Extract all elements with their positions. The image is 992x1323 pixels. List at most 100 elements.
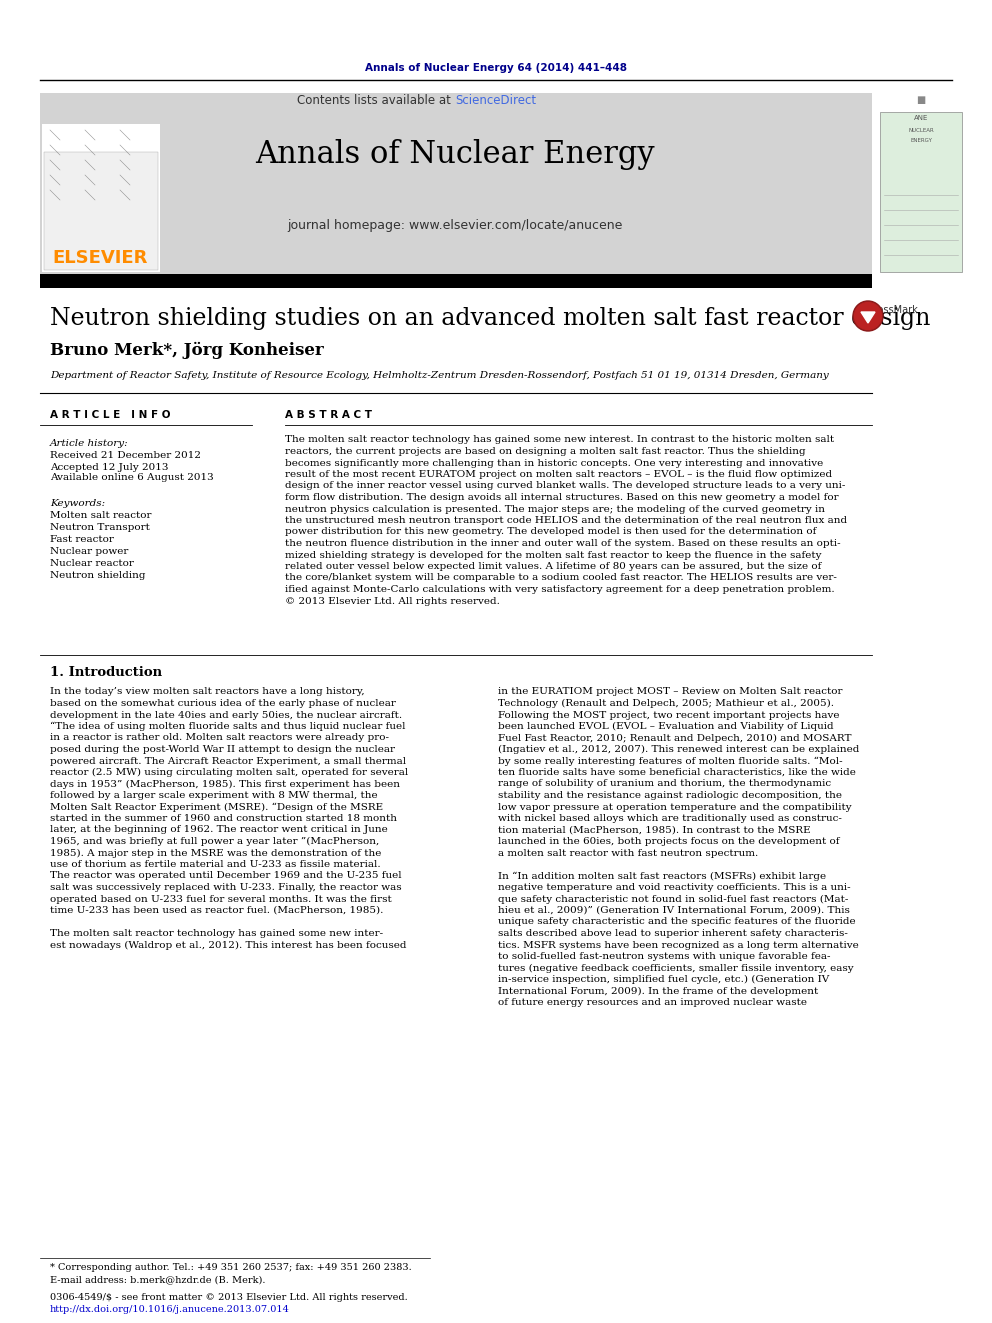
Text: Molten Salt Reactor Experiment (MSRE). “Design of the MSRE: Molten Salt Reactor Experiment (MSRE). “… [50, 802, 383, 812]
Text: Annals of Nuclear Energy 64 (2014) 441–448: Annals of Nuclear Energy 64 (2014) 441–4… [365, 64, 627, 73]
Text: based on the somewhat curious idea of the early phase of nuclear: based on the somewhat curious idea of th… [50, 699, 396, 708]
Polygon shape [861, 312, 875, 323]
Text: The molten salt reactor technology has gained some new inter-: The molten salt reactor technology has g… [50, 929, 383, 938]
Text: Fuel Fast Reactor, 2010; Renault and Delpech, 2010) and MOSART: Fuel Fast Reactor, 2010; Renault and Del… [498, 733, 851, 742]
Text: result of the most recent EURATOM project on molten salt reactors – EVOL – is th: result of the most recent EURATOM projec… [285, 470, 832, 479]
Text: ScienceDirect: ScienceDirect [455, 94, 536, 106]
Text: 0306-4549/$ - see front matter © 2013 Elsevier Ltd. All rights reserved.: 0306-4549/$ - see front matter © 2013 El… [50, 1294, 408, 1303]
Text: started in the summer of 1960 and construction started 18 month: started in the summer of 1960 and constr… [50, 814, 397, 823]
Text: Nuclear reactor: Nuclear reactor [50, 558, 134, 568]
Text: journal homepage: www.elsevier.com/locate/anucene: journal homepage: www.elsevier.com/locat… [288, 218, 623, 232]
Text: by some really interesting features of molten fluoride salts. “Mol-: by some really interesting features of m… [498, 757, 842, 766]
Circle shape [854, 303, 882, 329]
Text: ten fluoride salts have some beneficial characteristics, like the wide: ten fluoride salts have some beneficial … [498, 767, 856, 777]
Text: development in the late 40ies and early 50ies, the nuclear aircraft.: development in the late 40ies and early … [50, 710, 402, 720]
Text: unique safety characteristic and the specific features of the fluoride: unique safety characteristic and the spe… [498, 917, 856, 926]
Text: Nuclear power: Nuclear power [50, 546, 128, 556]
Text: ified against Monte-Carlo calculations with very satisfactory agreement for a de: ified against Monte-Carlo calculations w… [285, 585, 834, 594]
Text: Received 21 December 2012: Received 21 December 2012 [50, 451, 201, 460]
Text: Following the MOST project, two recent important projects have: Following the MOST project, two recent i… [498, 710, 839, 720]
Text: the neutron fluence distribution in the inner and outer wall of the system. Base: the neutron fluence distribution in the … [285, 538, 840, 548]
Text: Available online 6 August 2013: Available online 6 August 2013 [50, 474, 213, 483]
Text: A R T I C L E   I N F O: A R T I C L E I N F O [50, 410, 171, 419]
Text: negative temperature and void reactivity coefficients. This is a uni-: negative temperature and void reactivity… [498, 882, 850, 892]
Text: salts described above lead to superior inherent safety characteris-: salts described above lead to superior i… [498, 929, 848, 938]
Text: 1. Introduction: 1. Introduction [50, 667, 162, 680]
Text: http://dx.doi.org/10.1016/j.anucene.2013.07.014: http://dx.doi.org/10.1016/j.anucene.2013… [50, 1306, 290, 1315]
Text: tics. MSFR systems have been recognized as a long term alternative: tics. MSFR systems have been recognized … [498, 941, 859, 950]
Text: The molten salt reactor technology has gained some new interest. In contrast to : The molten salt reactor technology has g… [285, 435, 834, 445]
Text: ANE: ANE [914, 115, 929, 120]
Text: que safety characteristic not found in solid-fuel fast reactors (Mat-: que safety characteristic not found in s… [498, 894, 848, 904]
Text: posed during the post-World War II attempt to design the nuclear: posed during the post-World War II attem… [50, 745, 395, 754]
Text: Article history:: Article history: [50, 438, 129, 447]
Text: been launched EVOL (EVOL – Evaluation and Viability of Liquid: been launched EVOL (EVOL – Evaluation an… [498, 722, 833, 732]
Text: The reactor was operated until December 1969 and the U-235 fuel: The reactor was operated until December … [50, 872, 402, 881]
Text: © 2013 Elsevier Ltd. All rights reserved.: © 2013 Elsevier Ltd. All rights reserved… [285, 597, 500, 606]
Text: to solid-fuelled fast-neutron systems with unique favorable fea-: to solid-fuelled fast-neutron systems wi… [498, 953, 830, 960]
Text: reactor (2.5 MW) using circulating molten salt, operated for several: reactor (2.5 MW) using circulating molte… [50, 767, 409, 777]
Text: in the EURATIOM project MOST – Review on Molten Salt reactor: in the EURATIOM project MOST – Review on… [498, 688, 842, 696]
Text: “The idea of using molten fluoride salts and thus liquid nuclear fuel: “The idea of using molten fluoride salts… [50, 722, 406, 732]
Text: Department of Reactor Safety, Institute of Resource Ecology, Helmholtz-Zentrum D: Department of Reactor Safety, Institute … [50, 370, 828, 380]
Text: operated based on U-233 fuel for several months. It was the first: operated based on U-233 fuel for several… [50, 894, 392, 904]
Text: days in 1953” (MacPherson, 1985). This first experiment has been: days in 1953” (MacPherson, 1985). This f… [50, 779, 400, 789]
Text: time U-233 has been used as reactor fuel. (MacPherson, 1985).: time U-233 has been used as reactor fuel… [50, 906, 383, 916]
Text: ■: ■ [917, 95, 926, 105]
Text: mized shielding strategy is developed for the molten salt fast reactor to keep t: mized shielding strategy is developed fo… [285, 550, 821, 560]
Text: in a reactor is rather old. Molten salt reactors were already pro-: in a reactor is rather old. Molten salt … [50, 733, 389, 742]
Text: later, at the beginning of 1962. The reactor went critical in June: later, at the beginning of 1962. The rea… [50, 826, 388, 835]
Text: low vapor pressure at operation temperature and the compatibility: low vapor pressure at operation temperat… [498, 803, 851, 811]
Text: NUCLEAR: NUCLEAR [908, 127, 933, 132]
Bar [44, 152, 158, 270]
Text: (Ingatiev et al., 2012, 2007). This renewed interest can be explained: (Ingatiev et al., 2012, 2007). This rene… [498, 745, 859, 754]
Text: range of solubility of uranium and thorium, the thermodynamic: range of solubility of uranium and thori… [498, 779, 831, 789]
Text: reactors, the current projects are based on designing a molten salt fast reactor: reactors, the current projects are based… [285, 447, 806, 456]
Text: Neutron Transport: Neutron Transport [50, 523, 150, 532]
Text: 1965, and was briefly at full power a year later ”(MacPherson,: 1965, and was briefly at full power a ye… [50, 837, 379, 847]
Text: ELSEVIER: ELSEVIER [53, 249, 148, 267]
Text: with nickel based alloys which are traditionally used as construc-: with nickel based alloys which are tradi… [498, 814, 842, 823]
Text: becomes significantly more challenging than in historic concepts. One very inter: becomes significantly more challenging t… [285, 459, 823, 467]
Text: launched in the 60ies, both projects focus on the development of: launched in the 60ies, both projects foc… [498, 837, 839, 845]
Text: the unstructured mesh neutron transport code HELIOS and the determination of the: the unstructured mesh neutron transport … [285, 516, 847, 525]
Text: Molten salt reactor: Molten salt reactor [50, 511, 152, 520]
Text: salt was successively replaced with U-233. Finally, the reactor was: salt was successively replaced with U-23… [50, 882, 402, 892]
Circle shape [853, 302, 883, 331]
Text: neutron physics calculation is presented. The major steps are; the modeling of t: neutron physics calculation is presented… [285, 504, 825, 513]
Text: form flow distribution. The design avoids all internal structures. Based on this: form flow distribution. The design avoid… [285, 493, 838, 501]
Text: E-mail address: b.merk@hzdr.de (B. Merk).: E-mail address: b.merk@hzdr.de (B. Merk)… [50, 1275, 266, 1285]
Bar [42, 124, 160, 273]
Text: use of thorium as fertile material and U-233 as fissile material.: use of thorium as fertile material and U… [50, 860, 381, 869]
Text: powered aircraft. The Aircraft Reactor Experiment, a small thermal: powered aircraft. The Aircraft Reactor E… [50, 757, 406, 766]
Text: Neutron shielding: Neutron shielding [50, 570, 146, 579]
Text: In “In addition molten salt fast reactors (MSFRs) exhibit large: In “In addition molten salt fast reactor… [498, 872, 826, 881]
Text: est nowadays (Waldrop et al., 2012). This interest has been focused: est nowadays (Waldrop et al., 2012). Thi… [50, 941, 407, 950]
Text: tures (negative feedback coefficients, smaller fissile inventory, easy: tures (negative feedback coefficients, s… [498, 963, 854, 972]
Text: a molten salt reactor with fast neutron spectrum.: a molten salt reactor with fast neutron … [498, 848, 758, 857]
Text: Bruno Merk*, Jörg Konheiser: Bruno Merk*, Jörg Konheiser [50, 341, 323, 359]
Text: Contents lists available at: Contents lists available at [298, 94, 455, 106]
Bar [40, 93, 872, 275]
Text: In the today’s view molten salt reactors have a long history,: In the today’s view molten salt reactors… [50, 688, 365, 696]
Bar [40, 274, 872, 288]
Bar [880, 112, 962, 273]
Text: International Forum, 2009). In the frame of the development: International Forum, 2009). In the frame… [498, 987, 818, 996]
Text: * Corresponding author. Tel.: +49 351 260 2537; fax: +49 351 260 2383.: * Corresponding author. Tel.: +49 351 26… [50, 1263, 412, 1273]
Text: Accepted 12 July 2013: Accepted 12 July 2013 [50, 463, 169, 471]
Text: Keywords:: Keywords: [50, 499, 105, 508]
Text: the core/blanket system will be comparable to a sodium cooled fast reactor. The : the core/blanket system will be comparab… [285, 573, 837, 582]
Text: Annals of Nuclear Energy: Annals of Nuclear Energy [255, 139, 655, 171]
Text: followed by a larger scale experiment with 8 MW thermal, the: followed by a larger scale experiment wi… [50, 791, 378, 800]
Text: power distribution for this new geometry. The developed model is then used for t: power distribution for this new geometry… [285, 528, 816, 537]
Text: tion material (MacPherson, 1985). In contrast to the MSRE: tion material (MacPherson, 1985). In con… [498, 826, 810, 835]
Text: Neutron shielding studies on an advanced molten salt fast reactor design: Neutron shielding studies on an advanced… [50, 307, 930, 329]
Text: Fast reactor: Fast reactor [50, 534, 114, 544]
Text: Technology (Renault and Delpech, 2005; Mathieur et al., 2005).: Technology (Renault and Delpech, 2005; M… [498, 699, 834, 708]
Text: 1985). A major step in the MSRE was the demonstration of the: 1985). A major step in the MSRE was the … [50, 848, 381, 857]
Text: ENERGY: ENERGY [910, 138, 931, 143]
Text: hieu et al., 2009)” (Generation IV International Forum, 2009). This: hieu et al., 2009)” (Generation IV Inter… [498, 906, 850, 916]
Text: CrossMark: CrossMark [868, 306, 919, 315]
Text: design of the inner reactor vessel using curved blanket walls. The developed str: design of the inner reactor vessel using… [285, 482, 845, 491]
Text: related outer vessel below expected limit values. A lifetime of 80 years can be : related outer vessel below expected limi… [285, 562, 821, 572]
